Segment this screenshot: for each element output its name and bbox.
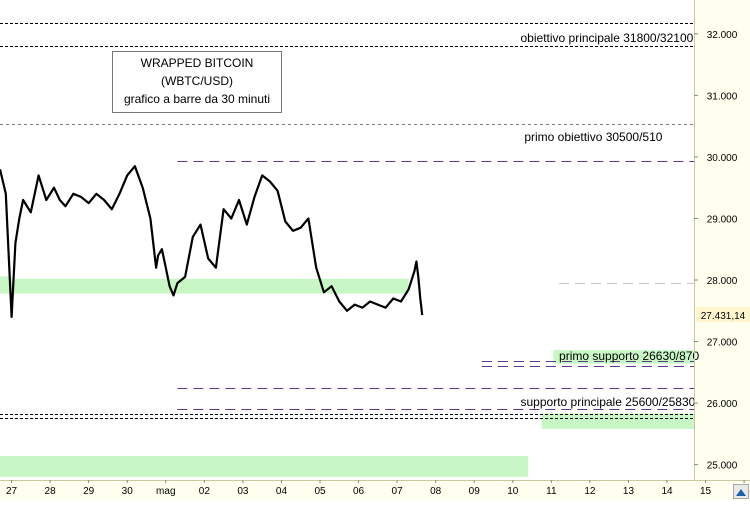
annotations-layer: obiettivo principale 31800/32100 primo ob… <box>521 31 700 409</box>
title-box-frame <box>112 51 282 113</box>
chart-title: WRAPPED BITCOIN <box>141 56 254 70</box>
x-tick-label-10: 07 <box>392 486 404 497</box>
last-price-label: 27.431,14 <box>701 311 746 322</box>
x-tick-label-13: 10 <box>507 486 519 497</box>
level-annotation-0: obiettivo principale 31800/32100 <box>521 31 694 45</box>
levels-layer <box>0 23 694 419</box>
support-zone-0 <box>0 278 409 294</box>
x-ticks-layer: 27282930mag02030405060708091011121314151… <box>6 480 750 497</box>
arrow-up-icon <box>736 489 746 496</box>
support-zone-1 <box>0 276 12 288</box>
x-tick-label-9: 06 <box>353 486 365 497</box>
x-tick-label-5: 02 <box>199 486 211 497</box>
x-tick-label-12: 09 <box>469 486 481 497</box>
x-tick-label-11: 08 <box>430 486 442 497</box>
x-axis-background <box>0 480 750 500</box>
y-axis-background <box>694 0 750 480</box>
x-tick-label-18: 15 <box>700 486 712 497</box>
x-tick-label-3: 30 <box>122 486 134 497</box>
x-tick-label-7: 04 <box>276 486 288 497</box>
chart-subtitle-line-2: grafico a barre da 30 minuti <box>124 92 270 106</box>
y-tick-label-2: 27.000 <box>707 338 738 349</box>
scroll-corner-button[interactable] <box>733 484 749 499</box>
x-tick-label-6: 03 <box>237 486 249 497</box>
level-annotation-1: primo obiettivo 30500/510 <box>524 130 662 144</box>
x-tick-label-15: 12 <box>584 486 596 497</box>
y-tick-label-3: 28.000 <box>707 276 738 287</box>
y-tick-label-0: 25.000 <box>707 461 738 472</box>
last-price-layer: 27.431,14 <box>696 307 750 323</box>
x-tick-label-1: 28 <box>45 486 57 497</box>
price-series-line-0 <box>0 165 424 318</box>
y-tick-label-7: 32.000 <box>707 30 738 41</box>
y-tick-label-6: 31.000 <box>707 91 738 102</box>
support-zone-4 <box>541 413 694 429</box>
level-annotation-2: primo supporto 26630/870 <box>559 349 699 363</box>
support-zone-3 <box>553 350 694 364</box>
x-tick-label-16: 13 <box>623 486 635 497</box>
level-annotation-3: supporto principale 25600/25830 <box>521 395 696 409</box>
support-zone-2 <box>0 456 529 477</box>
y-ticks-layer: 25.000 26.000 27.000 28.000 29.000 30.000 31.0… <box>694 30 738 472</box>
x-tick-label-17: 14 <box>661 486 673 497</box>
series-layer <box>0 165 424 318</box>
y-tick-label-5: 30.000 <box>707 153 738 164</box>
y-tick-label-4: 29.000 <box>707 214 738 225</box>
title-box: WRAPPED BITCOIN (WBTC/USD) grafico a bar… <box>112 51 282 113</box>
x-tick-label-0: 27 <box>6 486 18 497</box>
chart-subtitle-line-1: (WBTC/USD) <box>161 74 233 88</box>
x-tick-label-2: 29 <box>83 486 95 497</box>
zones-layer <box>0 276 694 477</box>
last-price-badge <box>696 307 750 323</box>
x-tick-label-14: 11 <box>546 486 557 497</box>
x-tick-label-8: 05 <box>314 486 326 497</box>
x-tick-label-4: mag <box>156 486 175 497</box>
y-tick-label-1: 26.000 <box>707 399 738 410</box>
